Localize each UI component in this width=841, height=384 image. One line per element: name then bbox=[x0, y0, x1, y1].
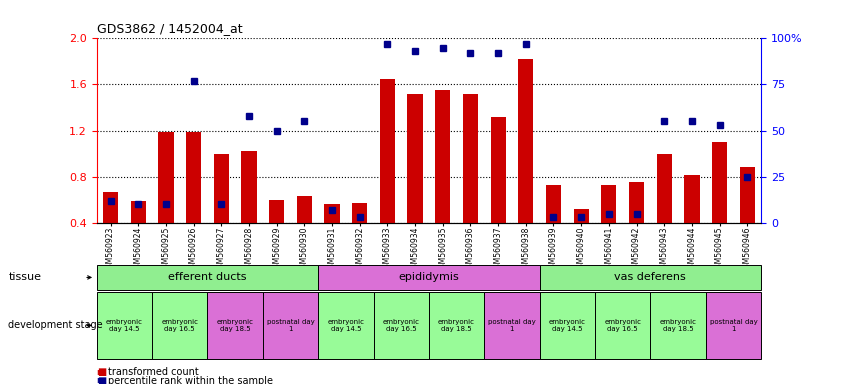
Bar bbox=[490, 117, 505, 223]
Bar bbox=[130, 201, 145, 223]
Bar bbox=[297, 196, 312, 223]
Text: development stage: development stage bbox=[8, 320, 103, 331]
Bar bbox=[518, 59, 533, 223]
Bar bbox=[241, 151, 257, 223]
Text: transformed count: transformed count bbox=[108, 367, 198, 377]
Text: embryonic
day 16.5: embryonic day 16.5 bbox=[383, 319, 420, 332]
Text: vas deferens: vas deferens bbox=[615, 272, 686, 283]
Text: n: n bbox=[97, 376, 102, 384]
Text: ■: ■ bbox=[97, 376, 106, 384]
Text: postnatal day
1: postnatal day 1 bbox=[267, 319, 315, 332]
Bar bbox=[158, 132, 173, 223]
Text: embryonic
day 14.5: embryonic day 14.5 bbox=[106, 319, 143, 332]
Text: embryonic
day 18.5: embryonic day 18.5 bbox=[438, 319, 475, 332]
Text: epididymis: epididymis bbox=[399, 272, 459, 283]
Text: percentile rank within the sample: percentile rank within the sample bbox=[108, 376, 272, 384]
Text: postnatal day
1: postnatal day 1 bbox=[488, 319, 536, 332]
Text: GDS3862 / 1452004_at: GDS3862 / 1452004_at bbox=[97, 22, 242, 35]
Text: embryonic
day 18.5: embryonic day 18.5 bbox=[217, 319, 254, 332]
Bar bbox=[574, 209, 589, 223]
Bar bbox=[629, 182, 644, 223]
Bar bbox=[380, 79, 395, 223]
Bar bbox=[352, 203, 368, 223]
Bar bbox=[269, 200, 284, 223]
Text: embryonic
day 16.5: embryonic day 16.5 bbox=[604, 319, 641, 332]
Bar bbox=[712, 142, 727, 223]
Bar bbox=[685, 175, 700, 223]
Bar bbox=[325, 204, 340, 223]
Text: embryonic
day 18.5: embryonic day 18.5 bbox=[659, 319, 696, 332]
Bar bbox=[407, 94, 423, 223]
Text: efferent ducts: efferent ducts bbox=[168, 272, 246, 283]
Bar bbox=[546, 185, 561, 223]
Text: embryonic
day 14.5: embryonic day 14.5 bbox=[549, 319, 586, 332]
Bar bbox=[435, 90, 451, 223]
Text: n: n bbox=[97, 368, 102, 377]
Text: embryonic
day 14.5: embryonic day 14.5 bbox=[327, 319, 364, 332]
Bar bbox=[739, 167, 755, 223]
Text: tissue: tissue bbox=[8, 272, 41, 283]
Text: postnatal day
1: postnatal day 1 bbox=[710, 319, 757, 332]
Bar bbox=[463, 94, 478, 223]
Bar bbox=[186, 132, 201, 223]
Bar bbox=[601, 185, 616, 223]
Bar bbox=[214, 154, 229, 223]
Text: embryonic
day 16.5: embryonic day 16.5 bbox=[161, 319, 198, 332]
Bar bbox=[103, 192, 119, 223]
Bar bbox=[657, 154, 672, 223]
Text: ■: ■ bbox=[97, 367, 106, 377]
